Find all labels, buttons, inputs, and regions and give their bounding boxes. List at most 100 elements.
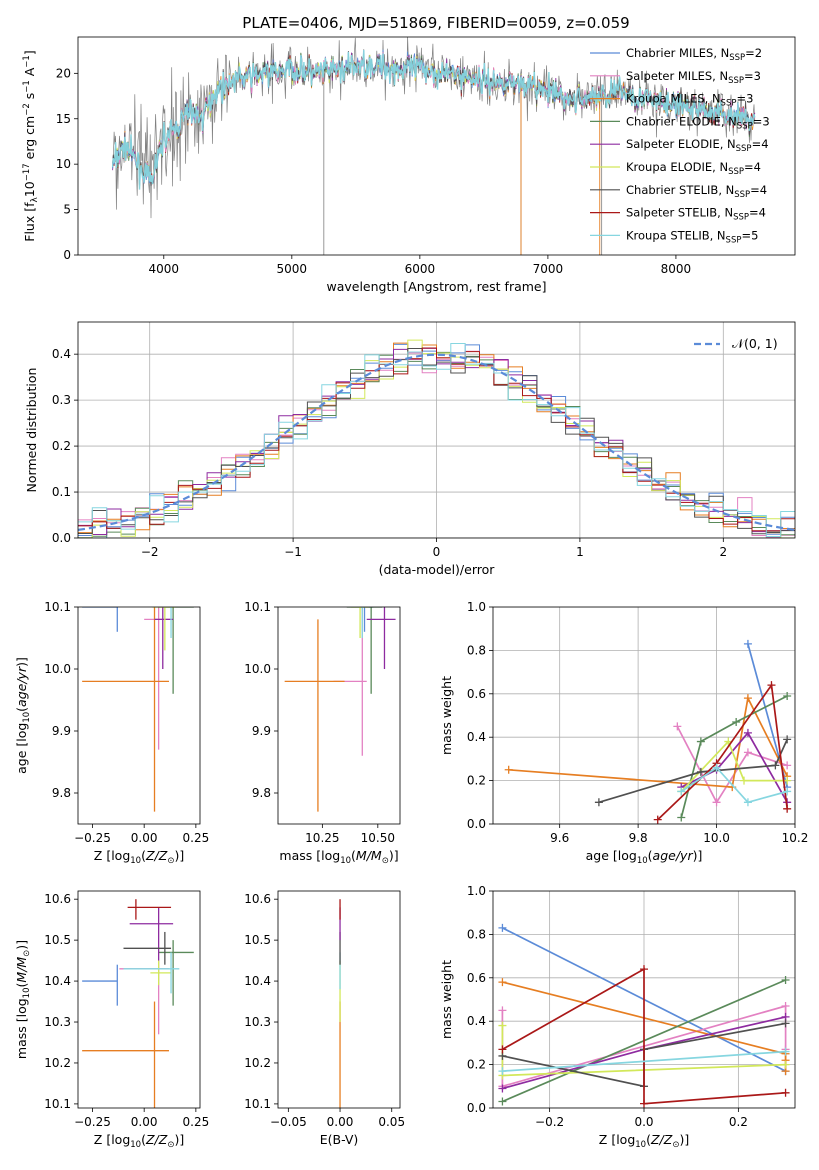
y-tick-label: 10.2: [244, 1056, 271, 1070]
y-tick-label: 0: [63, 248, 71, 262]
x-axis-label-part: )]: [389, 848, 399, 863]
y-axis-label-part: mass weight: [439, 960, 454, 1039]
x-axis-label-part: 10: [637, 856, 648, 866]
weight-point-chabrier_stelib: [594, 798, 603, 807]
y-tick-label: 0.4: [467, 730, 486, 744]
x-tick-label: 0.00: [327, 1115, 354, 1129]
x-axis-label-part: E(B-V): [320, 1132, 359, 1147]
y-tick-label: 0.4: [52, 347, 71, 361]
weight-point-chabrier_elodie: [732, 718, 741, 727]
x-axis-label-part: Z/Z: [145, 1132, 168, 1147]
plot-area: [493, 607, 795, 824]
weight-line-kroupa_stelib: [680, 766, 788, 804]
y-tick-label: 9.9: [52, 724, 71, 738]
weight-point-kroupa_stelib: [498, 1067, 507, 1076]
x-axis-label-part: (: [646, 1132, 651, 1147]
x-axis-label-part: Z [log: [94, 1132, 130, 1147]
legend-entry-sub: SSP: [736, 144, 752, 154]
x-axis-label-part: Z [log: [94, 848, 130, 863]
y-axis-label-part: age [log: [14, 723, 29, 774]
weight-point-kroupa_elodie: [781, 1060, 790, 1069]
y-tick-label: 0.2: [467, 1058, 486, 1072]
axes-frame: [492, 890, 796, 1109]
y-tick-label: 0.3: [52, 393, 71, 407]
y-axis-label-part: erg cm: [22, 116, 37, 164]
x-axis-label-part: (: [141, 848, 146, 863]
legend-entry-sub: SSP: [729, 53, 745, 63]
x-axis-label-part: )]: [174, 848, 184, 863]
weight-point-chabrier_elodie: [783, 691, 792, 700]
y-tick-label: 0.0: [467, 1101, 486, 1115]
weight-point-kroupa_miles: [498, 978, 507, 987]
x-axis-label: Z [log10(Z/Z⊙)]: [599, 1132, 689, 1150]
x-tick-label: 10.25: [305, 831, 339, 845]
legend-entry: Kroupa ELODIE, NSSP=4: [626, 160, 761, 177]
axes-frame: [77, 321, 796, 539]
x-tick-label: 0.05: [378, 1115, 405, 1129]
x-axis-label-part: ⊙: [672, 1140, 679, 1150]
weight-point-chabrier_stelib: [696, 767, 705, 776]
weight-point-salpeter_miles: [781, 1002, 790, 1011]
legend-entry-label: Chabrier ELODIE, N: [626, 114, 737, 128]
x-tick-label: 10.2: [782, 831, 809, 845]
weight-point-chabrier_stelib: [783, 735, 792, 744]
x-tick-label: −2: [141, 545, 159, 559]
legend-entry-sub: SSP: [726, 235, 742, 245]
legend-entry: Salpeter STELIB, NSSP=4: [626, 206, 766, 223]
legend-entry: Chabrier STELIB, NSSP=4: [626, 183, 767, 200]
y-tick-label: 9.8: [52, 786, 71, 800]
y-tick-label: 0.8: [467, 643, 486, 657]
legend-entry-label: Salpeter MILES, N: [626, 69, 728, 83]
legend-entry-label: Chabrier STELIB, N: [626, 183, 734, 197]
legend-entry-sub: SSP: [737, 121, 753, 131]
weight-point-kroupa_miles: [743, 694, 752, 703]
x-tick-label: 2: [719, 545, 727, 559]
x-axis-label: mass [log10(M/M⊙)]: [279, 848, 398, 866]
y-tick-label: 5: [63, 203, 71, 217]
weight-point-chabrier_elodie: [696, 737, 705, 746]
y-tick-label: 0.2: [52, 439, 71, 453]
weight-line-salpeter_miles: [676, 726, 788, 805]
y-axis-label-part: )]: [14, 657, 29, 667]
x-tick-label: −0.25: [74, 831, 111, 845]
panel-mass-weight-vs-age: 9.6 9.8 10.0 10.2 0.0 0.2 0.4 0.6 0.8 1.0 age [log…: [439, 600, 808, 866]
normal-curve: [78, 353, 795, 531]
y-axis-label-part: −1: [22, 80, 32, 93]
weight-point-chabrier_miles: [743, 639, 752, 648]
plot-area: [284, 607, 396, 812]
y-tick-label: 10.4: [244, 974, 271, 988]
y-axis-label-part: age/yr: [14, 666, 29, 707]
weight-point-salpeter_miles: [673, 722, 682, 731]
y-tick-label: 10.4: [44, 974, 71, 988]
weight-point-chabrier_elodie: [781, 975, 790, 984]
x-axis-label-part: 10: [130, 1140, 141, 1150]
legend-entry-suffix: =3: [744, 69, 761, 83]
weight-point-kroupa_elodie: [498, 1021, 507, 1030]
panel-mass-vs-ebv: −0.05 0.00 0.05 10.1 10.2 10.3 10.4 10.5 10.6 E(B…: [244, 890, 405, 1147]
x-tick-label: 4000: [149, 262, 180, 276]
x-axis-label-part: )]: [679, 1132, 689, 1147]
y-axis-label-part: )]: [14, 940, 29, 950]
axes-frame: [492, 606, 796, 825]
y-tick-label: 10.0: [44, 662, 71, 676]
x-axis-label-part: M/M: [356, 848, 382, 863]
x-tick-label: 0.25: [183, 1115, 210, 1129]
panel-age-vs-mass: 10.25 10.50 9.8 9.9 10.0 10.1 mass [log10(M/M⊙…: [244, 600, 401, 866]
legend-entry-suffix: =5: [741, 228, 758, 242]
weight-point-salpeter_stelib: [783, 804, 792, 813]
weight-point-salpeter_miles: [783, 761, 792, 770]
weight-point-chabrier_stelib: [781, 1019, 790, 1028]
weight-point-salpeter_miles: [498, 1006, 507, 1015]
y-axis-label-part: λ: [30, 197, 40, 203]
y-tick-label: 10.1: [44, 600, 71, 614]
weight-point-salpeter_miles: [712, 798, 721, 807]
y-tick-label: 0.8: [467, 927, 486, 941]
x-tick-label: 8000: [661, 262, 692, 276]
legend-entry-suffix: =3: [736, 92, 753, 106]
histogram-salpeter_stelib: [78, 347, 795, 532]
weight-point-kroupa_elodie: [783, 776, 792, 785]
x-axis-label-part: ⊙: [382, 856, 389, 866]
y-tick-label: 10.6: [44, 892, 71, 906]
y-tick-label: 10.1: [244, 600, 271, 614]
legend-entry-suffix: =4: [752, 137, 769, 151]
